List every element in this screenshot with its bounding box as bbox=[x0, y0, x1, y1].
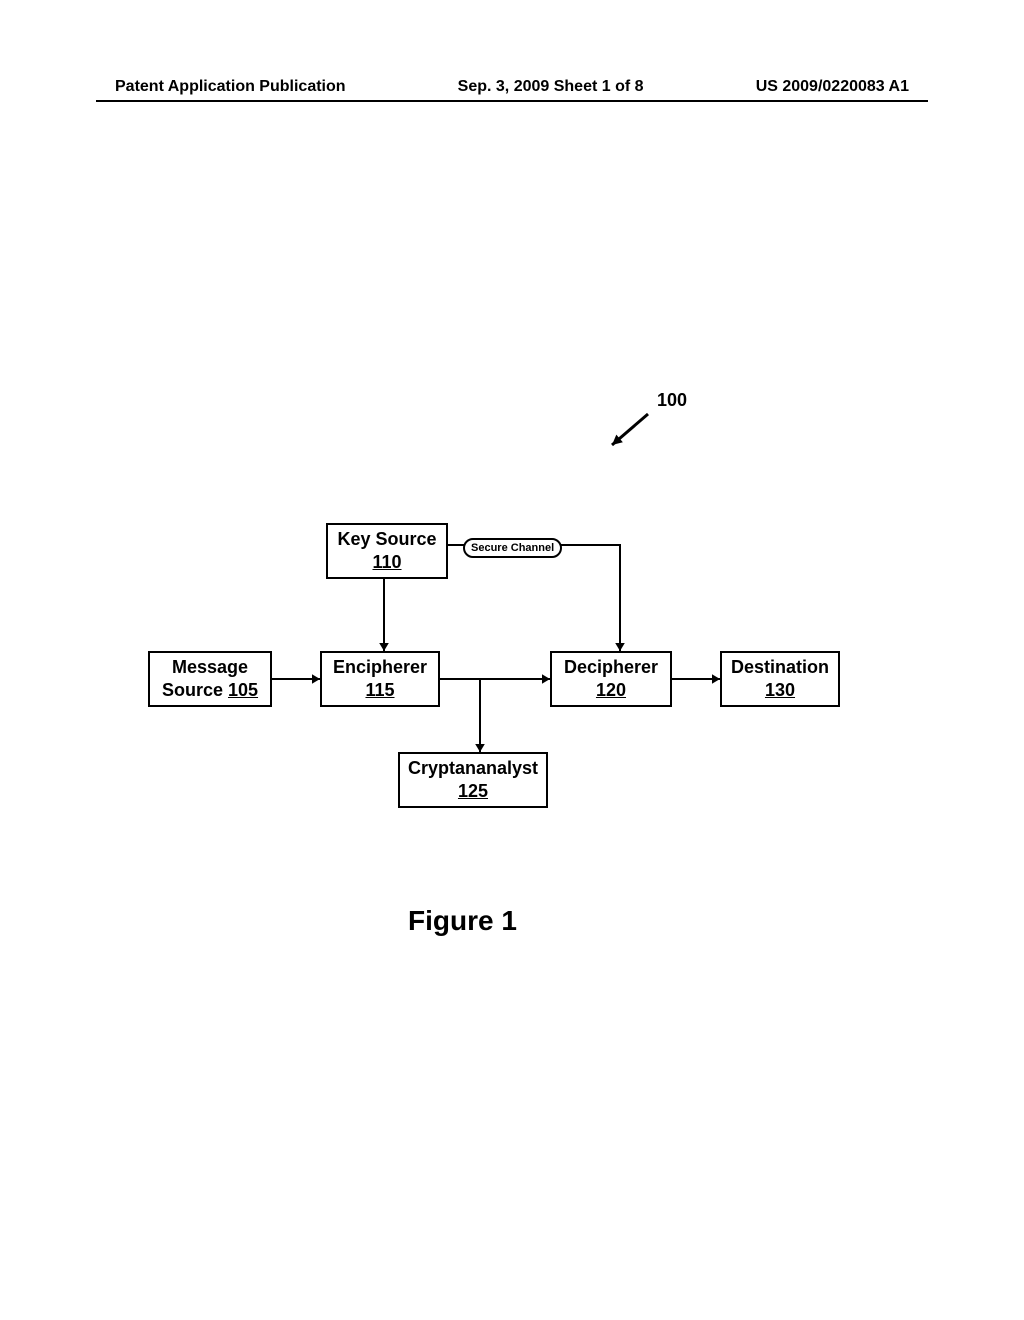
figure-caption: Figure 1 bbox=[408, 905, 517, 937]
secure-channel-label: Secure Channel bbox=[463, 538, 562, 558]
diagram-connectors bbox=[0, 0, 1024, 1320]
